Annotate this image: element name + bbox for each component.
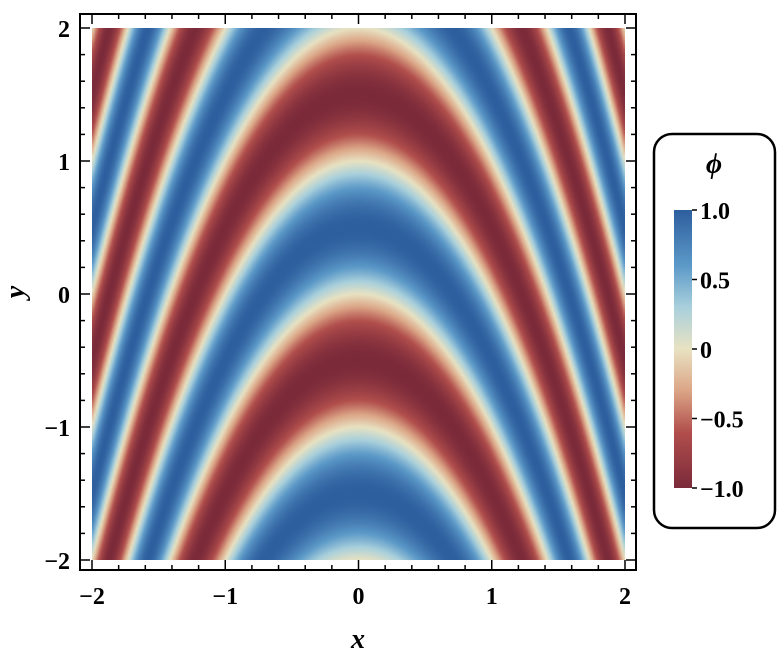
heatmap-image [92, 28, 625, 560]
x-tick-label: −1 [212, 584, 238, 610]
legend-tick-label: −0.5 [700, 408, 744, 434]
y-tick-label: 0 [58, 283, 70, 309]
x-axis-title: x [350, 624, 365, 655]
y-tick-label: −2 [44, 549, 70, 575]
legend-tick-label: 1.0 [700, 199, 730, 225]
legend-tick-label: 0.5 [700, 269, 730, 295]
x-tick-label: −2 [79, 584, 105, 610]
y-axis-title: y [0, 285, 31, 301]
y-tick-label: 1 [58, 150, 70, 176]
legend-title: ϕ [706, 149, 722, 180]
colorbar-legend: ϕ 1.0 0.5 0 −0.5 −1.0 [652, 132, 777, 530]
axis-ticks [80, 14, 636, 570]
x-tick-label: 2 [619, 584, 631, 610]
legend-tick-label: −1.0 [700, 477, 744, 503]
axis-tick-labels: −2 −1 0 1 2 −2 −1 0 1 2 [44, 17, 631, 610]
legend-colorbar [674, 210, 692, 488]
x-tick-label: 1 [486, 584, 498, 610]
y-tick-label: 2 [58, 17, 70, 43]
legend-ticks: 1.0 0.5 0 −0.5 −1.0 [692, 199, 744, 503]
y-tick-label: −1 [44, 416, 70, 442]
legend-tick-label: 0 [700, 338, 712, 364]
x-tick-label: 0 [353, 584, 365, 610]
legend-box [652, 132, 777, 530]
